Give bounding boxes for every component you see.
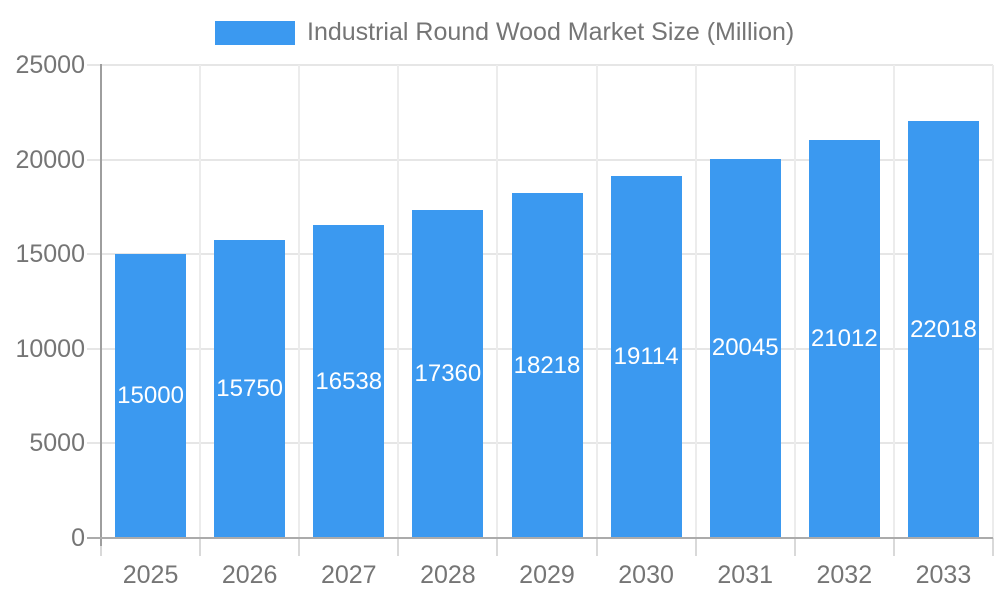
category-gridline [694,65,697,538]
legend-series-label: Industrial Round Wood Market Size (Milli… [307,18,795,46]
chart-legend: Industrial Round Wood Market Size (Milli… [215,20,794,45]
y-tick-label: 25000 [15,51,85,79]
y-tick-label: 5000 [29,429,85,458]
x-tick-label: 2028 [420,561,476,589]
bar-value-label: 21012 [810,325,878,353]
bar [709,158,781,538]
x-tick-label: 2027 [320,561,377,589]
y-tick-label: 10000 [15,334,85,363]
bar-value-label: 18218 [513,351,581,379]
y-axis-line [100,64,102,546]
x-axis-tick [199,538,202,556]
x-tick-label: 2026 [221,561,278,589]
x-axis-tick [595,538,598,556]
category-gridline [793,65,796,538]
bar [907,121,979,538]
category-gridline [892,65,895,538]
x-tick-label: 2030 [618,561,674,589]
y-gridline [87,64,993,66]
y-gridline [87,158,993,161]
category-gridline [397,65,400,538]
bar-value-label: 15750 [216,374,284,402]
bar [115,254,187,538]
bar-value-label: 20045 [711,334,779,362]
x-axis-tick [100,538,102,556]
x-axis-tick [992,538,994,556]
x-tick-label: 2029 [519,561,575,589]
bar [214,240,286,538]
category-gridline [298,65,301,538]
legend-swatch [215,20,295,45]
x-axis-tick [694,538,697,556]
y-tick-label: 15000 [15,240,85,269]
x-tick-label: 2032 [816,561,873,589]
category-gridline [199,65,202,538]
x-axis-tick [496,538,499,556]
bar [511,193,583,538]
bar-value-label: 22018 [910,315,977,343]
x-axis-tick [397,538,400,556]
bar-value-label: 15000 [117,382,184,410]
bar [808,140,880,538]
bar [412,209,484,538]
y-tick-label: 20000 [15,145,85,174]
x-axis-tick [793,538,796,556]
category-gridline [992,65,994,538]
x-tick-label: 2031 [717,561,774,589]
bar-value-label: 19114 [613,343,679,371]
x-axis-tick [892,538,895,556]
x-tick-label: 2025 [122,561,179,589]
category-gridline [595,65,598,538]
bar [313,225,385,538]
x-tick-label: 2033 [915,561,972,589]
bar-value-label: 16538 [315,367,383,395]
x-axis-tick [298,538,301,556]
x-axis-baseline [87,537,993,539]
bar [610,176,682,538]
category-gridline [496,65,499,538]
y-tick-label: 0 [71,524,85,552]
bar-value-label: 17360 [414,359,482,387]
